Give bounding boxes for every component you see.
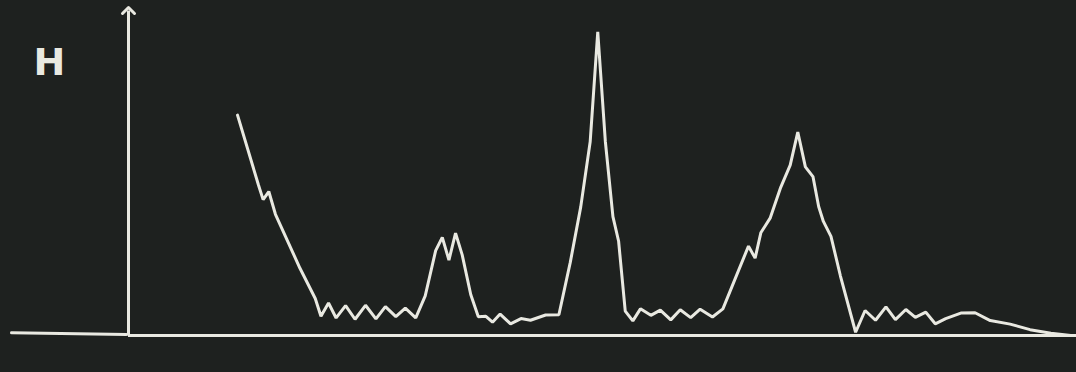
svg-text:H: H	[34, 40, 66, 84]
